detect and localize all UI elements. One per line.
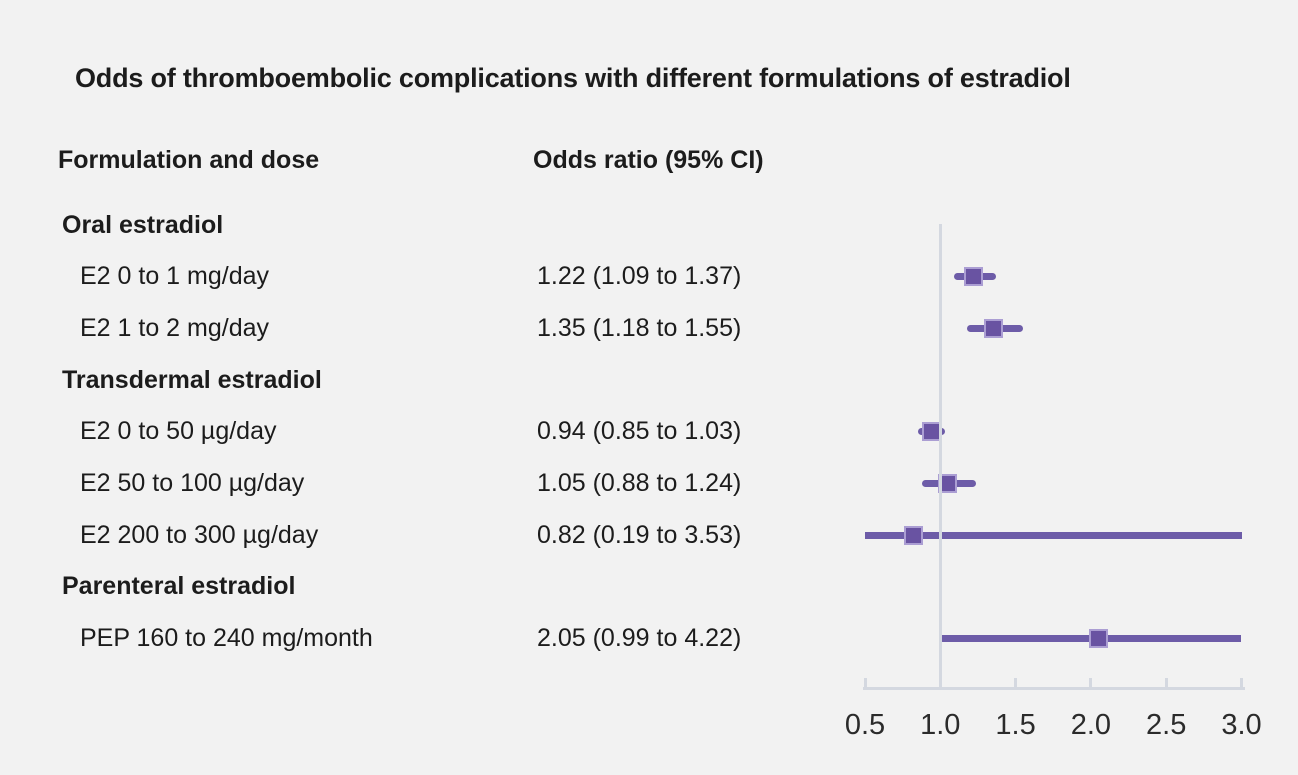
x-axis-line bbox=[863, 687, 1245, 690]
x-axis-tick-label: 0.5 bbox=[844, 709, 886, 741]
row-item-label: PEP 160 to 240 mg/month bbox=[80, 624, 373, 653]
or-marker bbox=[903, 525, 923, 545]
row-item-label: E2 0 to 1 mg/day bbox=[80, 262, 270, 291]
column-header-odds-ratio: Odds ratio (95% CI) bbox=[533, 146, 764, 174]
ci-bar bbox=[865, 531, 1242, 539]
row-group-label: Transdermal estradiol bbox=[62, 365, 322, 394]
row-or-value: 0.94 (0.85 to 1.03) bbox=[537, 417, 742, 446]
x-axis-tick bbox=[863, 678, 867, 687]
row-item-label: E2 200 to 300 µg/day bbox=[80, 520, 319, 549]
reference-line bbox=[938, 224, 942, 690]
figure-title: Odds of thromboembolic complications wit… bbox=[75, 63, 1071, 93]
x-axis-tick-label: 1.5 bbox=[995, 709, 1036, 741]
or-marker bbox=[1088, 629, 1108, 649]
row-item-label: E2 1 to 2 mg/day bbox=[80, 313, 270, 342]
x-axis-tick-label: 2.5 bbox=[1146, 709, 1187, 741]
x-axis-tick bbox=[1089, 678, 1093, 687]
row-item-label: E2 50 to 100 µg/day bbox=[80, 469, 305, 497]
row-or-value: 1.22 (1.09 to 1.37) bbox=[537, 262, 742, 291]
x-axis-tick bbox=[1014, 678, 1018, 687]
row-or-value: 2.05 (0.99 to 4.22) bbox=[537, 624, 742, 653]
x-axis-tick bbox=[1240, 678, 1243, 687]
row-or-value: 0.82 (0.19 to 3.53) bbox=[537, 520, 742, 549]
x-axis-tick-label: 1.0 bbox=[920, 709, 961, 741]
x-axis-tick bbox=[1164, 678, 1168, 687]
or-marker bbox=[983, 318, 1003, 338]
row-or-value: 1.35 (1.18 to 1.55) bbox=[537, 313, 742, 342]
x-axis-tick-label: 3.0 bbox=[1221, 709, 1262, 741]
row-group-label: Oral estradiol bbox=[62, 210, 224, 239]
row-item-label: E2 0 to 50 µg/day bbox=[80, 417, 277, 446]
or-marker bbox=[963, 267, 983, 287]
x-axis-tick bbox=[938, 678, 942, 687]
x-axis-tick-label: 2.0 bbox=[1070, 709, 1112, 741]
row-or-value: 1.05 (0.88 to 1.24) bbox=[537, 469, 742, 497]
row-group-label: Parenteral estradiol bbox=[62, 572, 296, 601]
column-header-formulation: Formulation and dose bbox=[58, 146, 320, 174]
